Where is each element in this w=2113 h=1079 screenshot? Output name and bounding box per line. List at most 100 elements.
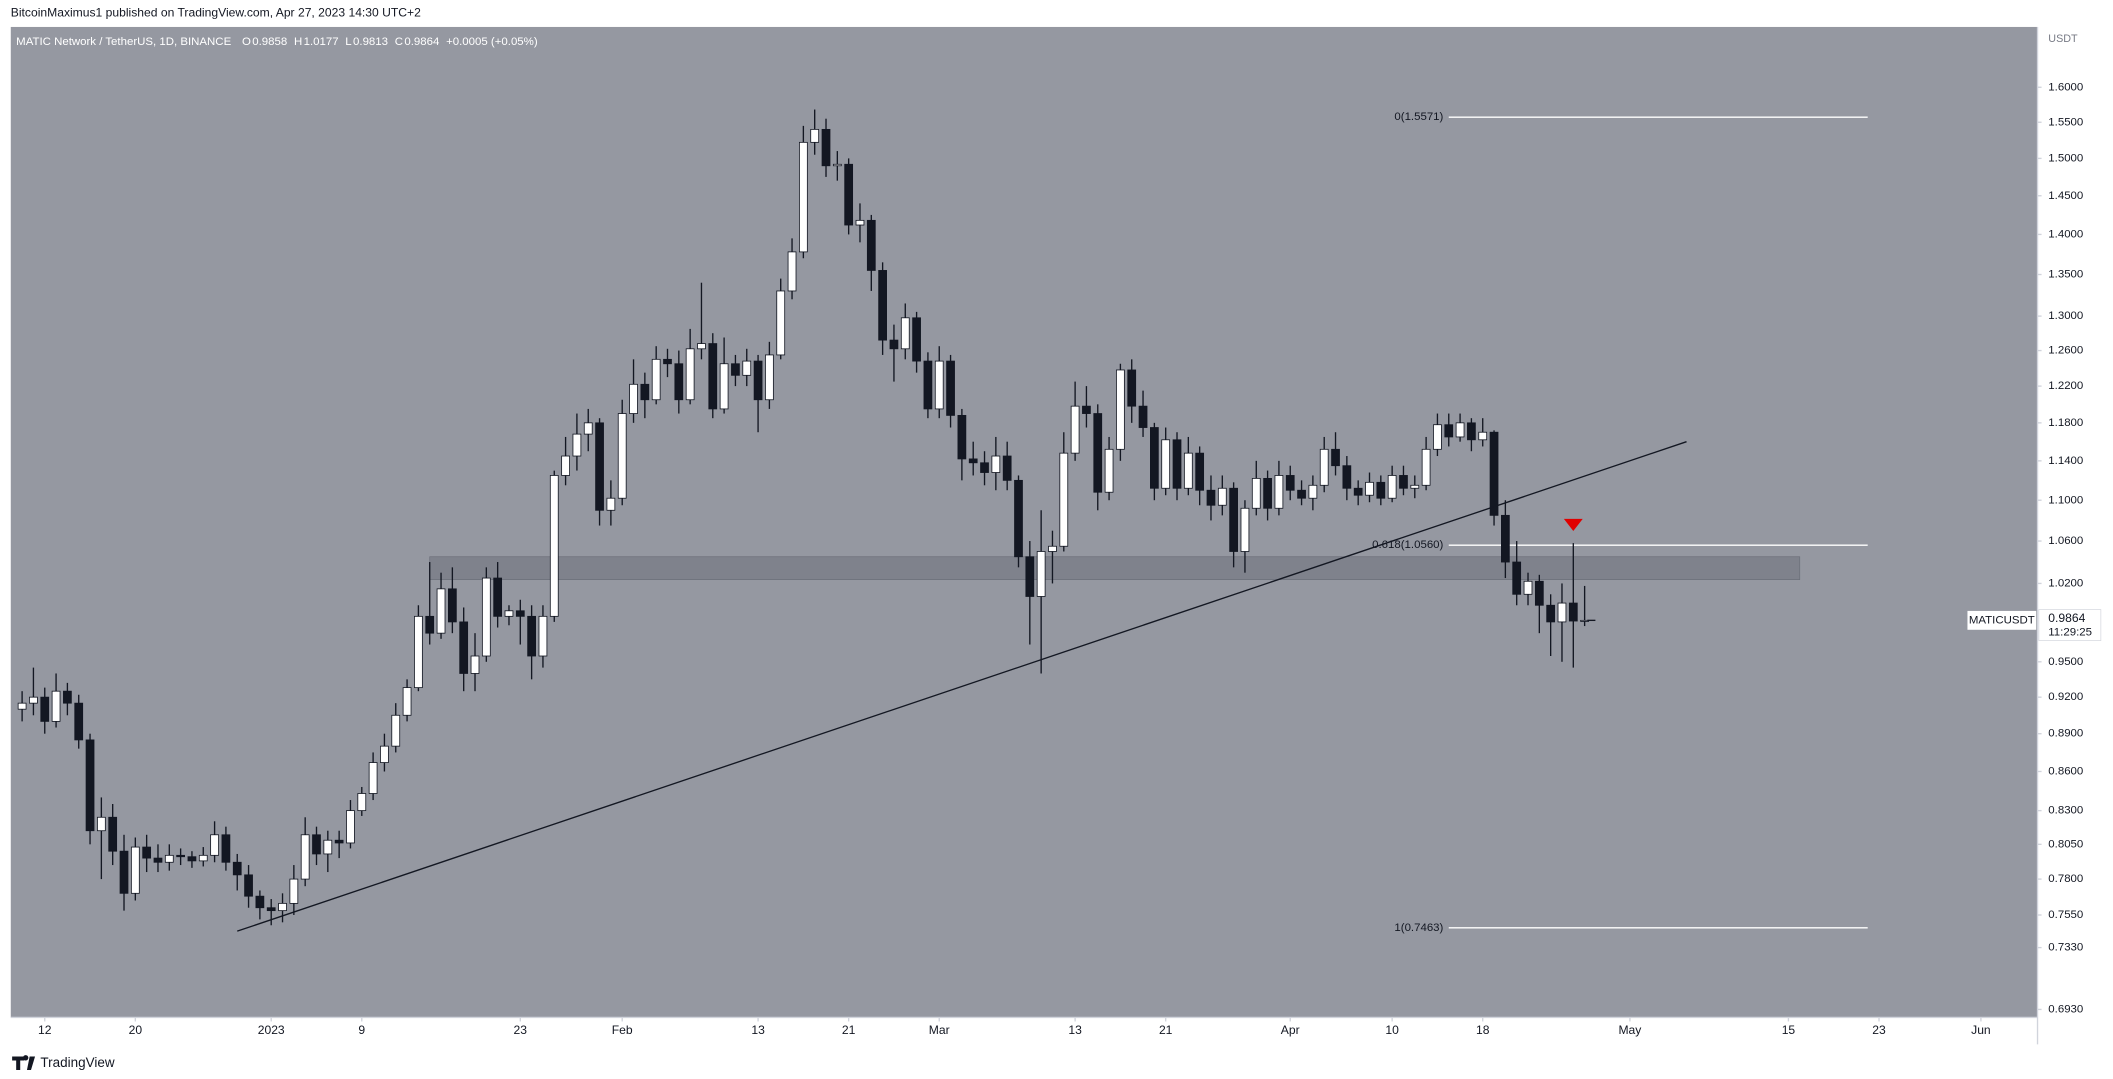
candle-body (1444, 424, 1454, 438)
candle-body (799, 141, 808, 253)
candle-body (821, 128, 831, 167)
candle-body (391, 714, 401, 747)
candle-body (685, 348, 695, 401)
y-tick-label: 0.8600 (2048, 766, 2083, 778)
candle-body (1512, 561, 1522, 595)
candle-body (1172, 439, 1182, 489)
y-tick-label: 0.8050 (2048, 838, 2083, 850)
ohlc-key: L (345, 36, 351, 48)
candle-body (1308, 484, 1318, 499)
candle-body (1104, 448, 1114, 493)
candle-body (640, 383, 650, 401)
footer-brand: TradingView (40, 1055, 114, 1070)
y-tick-label: 1.5500 (2048, 116, 2083, 128)
x-tick-label: 21 (1159, 1023, 1173, 1037)
candle-body (357, 793, 367, 812)
candle-body (753, 360, 763, 401)
candle-body (470, 655, 480, 674)
x-tick-label: 10 (1385, 1023, 1399, 1037)
candle-body (198, 854, 208, 862)
y-tick-label: 1.3000 (2048, 310, 2083, 322)
x-tick-label: Apr (1281, 1023, 1300, 1037)
candle-body (17, 702, 27, 710)
candle-body (289, 878, 299, 904)
y-tick-label: 0.9200 (2048, 691, 2083, 703)
candle-body (674, 363, 684, 401)
y-tick-label: 0.7550 (2048, 909, 2083, 921)
candle-body (561, 455, 570, 476)
candle-body (1523, 580, 1533, 595)
candle-body (889, 339, 899, 350)
y-tick-label: 0.6930 (2048, 1003, 2083, 1015)
y-tick-label: 1.5000 (2048, 152, 2083, 164)
candle-body (855, 219, 865, 226)
candle-body (617, 413, 627, 499)
candle-body (697, 343, 706, 350)
candle-body (142, 846, 152, 859)
fib-level-label: 0.618(1.0560) (1372, 539, 1443, 551)
candle-body (368, 762, 378, 794)
candle-body (119, 850, 129, 894)
candle-body (776, 290, 786, 356)
candle-body (1229, 487, 1238, 552)
symbol-tag: MATICUSDT (1969, 614, 2035, 626)
candle-body (334, 839, 344, 844)
rejection-marker (1563, 518, 1583, 531)
candle-body (29, 696, 38, 704)
candle-body (663, 358, 672, 365)
x-tick-label: 21 (842, 1023, 856, 1037)
candle-body (447, 588, 457, 623)
x-tick-label: Jun (1971, 1023, 1991, 1037)
candle-body (1353, 487, 1363, 496)
candle-body (176, 854, 185, 858)
y-tick-label: 1.1000 (2048, 494, 2083, 506)
x-tick-label: 12 (38, 1023, 52, 1037)
fib-level-label: 0(1.5571) (1394, 111, 1443, 123)
candle-body (866, 219, 876, 271)
candle-body (1082, 405, 1091, 414)
candle-body (1059, 452, 1069, 547)
candle-body (493, 577, 503, 617)
candle-body (1455, 422, 1465, 438)
candle-body (1070, 405, 1080, 454)
candle-body (1127, 369, 1137, 407)
candle-body (1138, 405, 1148, 428)
candle-body (436, 588, 446, 634)
candle-body (878, 270, 887, 341)
candle-body (232, 861, 242, 876)
candle-body (934, 360, 944, 410)
candle-body (651, 358, 661, 401)
footer-logo (12, 1055, 36, 1070)
y-tick-label: 1.1400 (2048, 455, 2083, 467)
x-tick-label: 15 (1782, 1023, 1796, 1037)
support-zone (429, 556, 1801, 580)
candle-body (1433, 424, 1442, 450)
candle-body (380, 745, 389, 763)
ohlc-value: 0.9813 (353, 36, 388, 48)
y-tick-label: 1.4000 (2048, 228, 2083, 240)
candle-body (346, 810, 355, 844)
candle-body (1183, 452, 1193, 489)
y-tick-label: 1.2200 (2048, 380, 2083, 392)
candle-body (1557, 602, 1567, 623)
candle-body (515, 610, 525, 617)
candle-body (957, 414, 967, 460)
candle-body (1025, 556, 1035, 597)
candle-body (164, 854, 174, 863)
candle-body (1116, 369, 1125, 450)
publisher-line: BitcoinMaximus1 published on TradingView… (11, 6, 421, 20)
candle-body (572, 433, 582, 457)
candle-body (527, 615, 536, 657)
candle-body (312, 834, 321, 855)
candle-body (266, 907, 276, 912)
price-tag-bg (2038, 609, 2102, 641)
ohlc-key: C (395, 36, 403, 48)
candle-body (1285, 475, 1295, 491)
candle-body (40, 696, 50, 722)
candle-body (1150, 427, 1159, 489)
candle-body (1274, 475, 1284, 509)
change: +0.0005 (+0.05%) (446, 36, 538, 48)
candle-body (85, 739, 95, 832)
candle-body (1365, 481, 1374, 496)
